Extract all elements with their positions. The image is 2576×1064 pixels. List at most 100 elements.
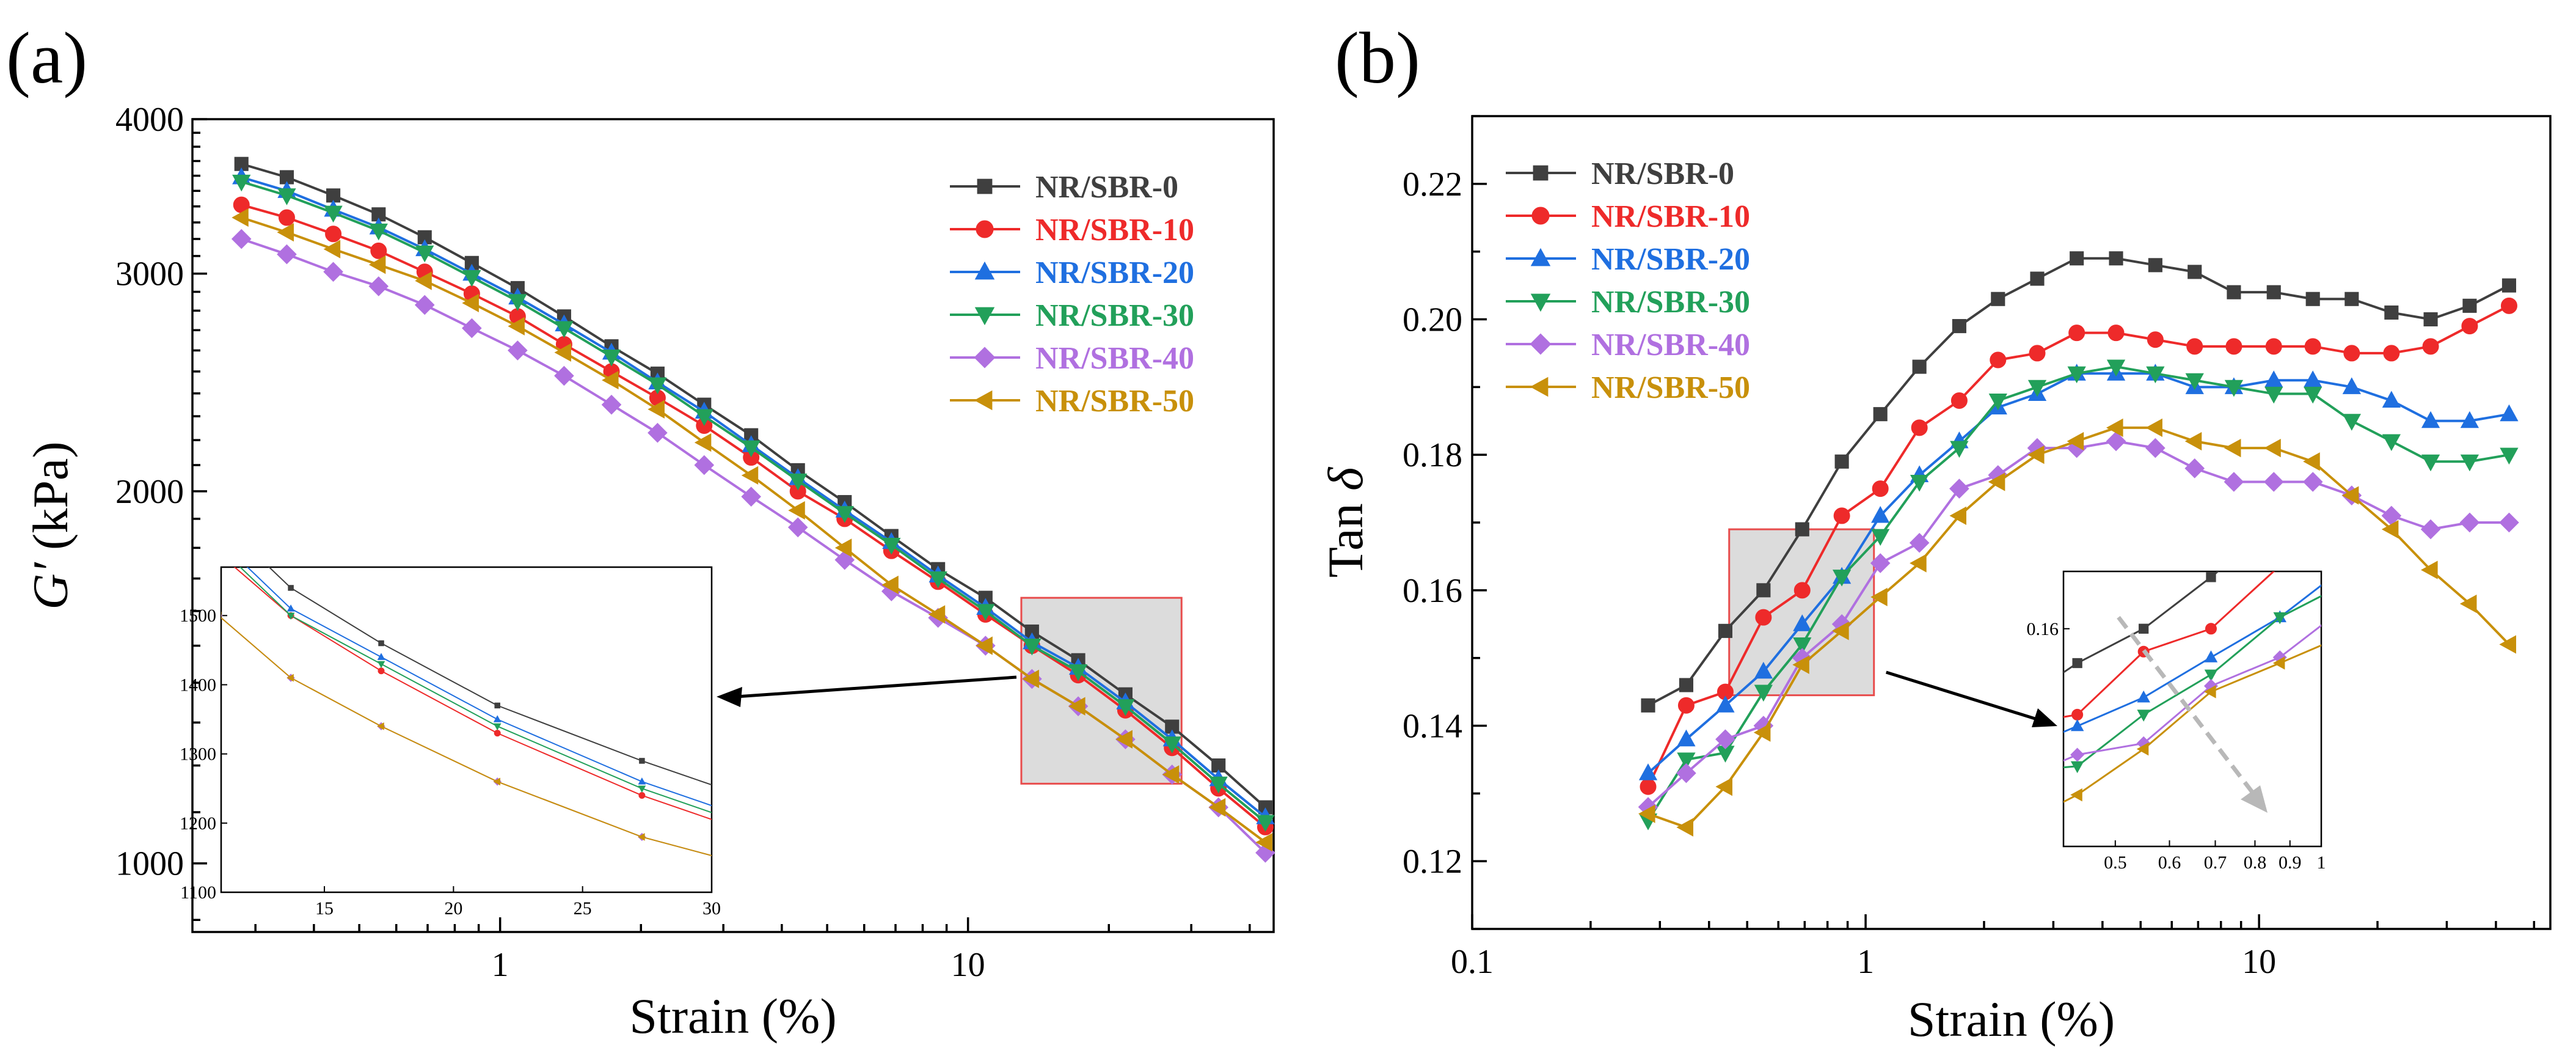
inset-data-point-a-3 [156,467,163,473]
y-tick-label-a: 1000 [115,845,184,883]
data-point-b-2 [2343,345,2360,362]
inset-data-point-a-1 [216,516,222,522]
data-point-a-5 [648,422,668,443]
data-point-a-5 [368,276,389,296]
legend-label-a-2: NR/SBR-10 [1035,213,1194,248]
data-point-b-1 [2344,292,2359,306]
data-point-b-3 [2382,391,2401,408]
plot-frame-a [191,118,1275,933]
y-axis-symbol-a: G′ [23,562,78,609]
inset-data-point-b-5 [2408,582,2421,595]
legend-marker-a-3 [974,261,995,280]
inset-data-point-a-6 [156,550,162,557]
data-point-a-6 [1068,697,1085,716]
data-point-a-6 [323,240,341,259]
inset-plot-a [22,150,825,857]
data-point-b-5 [2459,512,2480,533]
inset-data-point-b-4 [1937,819,1949,830]
inset-data-point-b-6 [2003,823,2014,835]
y-tick-label-a: 3000 [115,255,184,293]
data-point-b-4 [2185,373,2204,391]
inset-data-point-a-1 [820,821,825,826]
inset-data-point-a-1 [46,211,52,217]
inset-data-point-a-3 [75,315,81,321]
data-point-b-2 [2383,345,2400,362]
data-point-a-5 [231,229,252,249]
inset-data-point-b-3 [1937,777,1949,788]
inset-x-tick-label-a: 15 [315,898,334,919]
data-point-a-5 [694,455,715,475]
data-point-b-3 [2460,411,2479,428]
data-point-b-6 [2224,438,2241,458]
inset-data-point-a-6 [45,315,51,321]
data-point-a-6 [1255,833,1272,852]
inset-data-point-a-6 [221,611,222,620]
data-point-b-6 [2067,431,2084,451]
y-axis-label-a: G′ (kPa) [23,441,78,609]
inset-data-point-b-6 [2136,742,2149,756]
data-point-b-1 [1991,292,2005,306]
data-point-b-2 [1872,480,1889,497]
inset-data-point-b-2 [2409,486,2420,497]
inset-data-point-b-6 [2409,600,2420,612]
data-point-b-3 [2500,404,2519,422]
x-tick-label-a: 10 [951,946,985,984]
inset-x-tick-label-b: 0.8 [2244,853,2267,873]
inset-data-point-b-3 [2341,559,2353,570]
data-point-a-2 [278,209,295,226]
data-point-a-4 [324,205,343,223]
data-point-b-3 [1638,763,1658,780]
inset-series-line-b-4 [2063,595,2321,769]
inset-data-point-b-2 [2479,463,2490,474]
data-point-b-2 [2107,325,2125,342]
inset-data-point-b-6 [2341,628,2352,640]
data-point-a-4 [602,350,621,367]
data-point-a-6 [508,317,525,336]
y-tick-label-b: 0.12 [1403,843,1462,881]
inset-data-point-b-6 [2478,560,2489,572]
data-point-a-4 [1162,736,1181,754]
inset-data-point-a-4 [493,723,502,731]
legend-label-b-3: NR/SBR-20 [1591,242,1750,277]
inset-data-point-b-2 [2546,428,2557,439]
inset-x-tick-label-b: 0.7 [2204,853,2227,873]
data-point-b-2 [2422,338,2439,355]
inset-data-point-a-4 [23,150,29,156]
inset-data-point-a-4 [75,323,81,329]
inset-data-point-b-3 [2545,468,2558,479]
inset-data-point-b-3 [2003,749,2015,760]
inset-data-point-a-3 [215,536,222,542]
inset-data-point-b-6 [2204,685,2216,699]
legend-marker-b-4 [1530,293,1551,312]
data-point-b-1 [2148,258,2162,273]
data-point-b-1 [2030,271,2045,286]
data-point-a-4 [742,440,761,458]
data-point-b-5 [2224,472,2244,492]
inset-data-point-a-2 [638,792,646,799]
data-point-b-2 [2500,297,2517,314]
inset-data-point-a-1 [378,640,384,647]
data-point-b-4 [2500,447,2519,465]
data-point-a-6 [415,271,432,290]
inset-data-point-a-1 [494,702,500,709]
inset-trend-arrow-head-b [2241,785,2268,813]
legend-marker-b-6 [1530,376,1549,397]
x-tick-label-a: 1 [492,946,509,984]
data-point-a-6 [277,222,294,242]
y-tick-label-b: 0.20 [1403,301,1462,339]
data-point-b-1 [2266,285,2281,299]
legend-marker-a-1 [977,178,993,194]
data-point-a-5 [508,340,528,361]
legend-label-a-6: NR/SBR-50 [1035,384,1194,419]
legend-label-b-6: NR/SBR-50 [1591,370,1750,405]
data-point-b-1 [1834,454,1849,469]
data-point-b-6 [1910,554,1927,573]
data-point-b-5 [1870,553,1891,573]
inset-data-point-a-5 [74,432,81,439]
data-point-a-4 [1256,815,1275,832]
legend-label-b-4: NR/SBR-30 [1591,285,1750,320]
data-point-b-4 [1677,752,1696,769]
data-point-b-3 [1793,614,1812,631]
inset-data-point-b-6 [2272,656,2285,670]
inset-data-point-a-5 [22,280,29,287]
